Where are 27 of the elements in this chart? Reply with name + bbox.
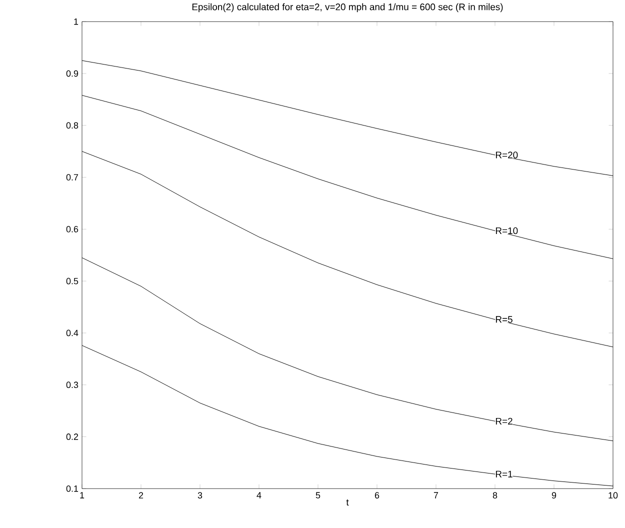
- x-tick-label: 2: [138, 492, 144, 499]
- x-tick-label: 4: [256, 492, 262, 498]
- y-tick-label: 0.1: [66, 486, 78, 492]
- series-label: R=2: [496, 418, 512, 425]
- x-tick-label: 3: [198, 492, 202, 499]
- series-label: R=20: [496, 152, 518, 159]
- x-tick-label: 6: [374, 492, 380, 499]
- chart-title: Epsilon(2) calculated for eta=2, v=20 mph and 1/mu = 600 sec (R in miles): [192, 3, 503, 12]
- series-label: R=10: [496, 228, 518, 234]
- y-tick-label: 0.7: [66, 174, 78, 181]
- x-tick-label: 8: [492, 492, 498, 499]
- y-tick-label: 0.3: [66, 382, 78, 388]
- y-tick-label: 0.4: [66, 330, 78, 336]
- series-label: R=1: [496, 471, 512, 478]
- y-tick-label: 0.2: [66, 434, 78, 440]
- y-tick-label: 0.5: [66, 278, 78, 284]
- y-tick-label: 0.8: [66, 122, 78, 129]
- series-label: R=5: [496, 316, 512, 323]
- x-tick-label: 5: [316, 492, 320, 499]
- x-tick-label: 1: [80, 492, 84, 498]
- y-tick-label: 0.6: [66, 226, 78, 233]
- x-tick-label: 7: [434, 492, 438, 498]
- x-tick-label: 9: [552, 492, 556, 499]
- y-tick-label: 0.9: [66, 70, 78, 77]
- y-tick-label: 1: [74, 18, 78, 25]
- x-axis-title: t: [346, 500, 349, 506]
- x-tick-label: 10: [608, 492, 618, 499]
